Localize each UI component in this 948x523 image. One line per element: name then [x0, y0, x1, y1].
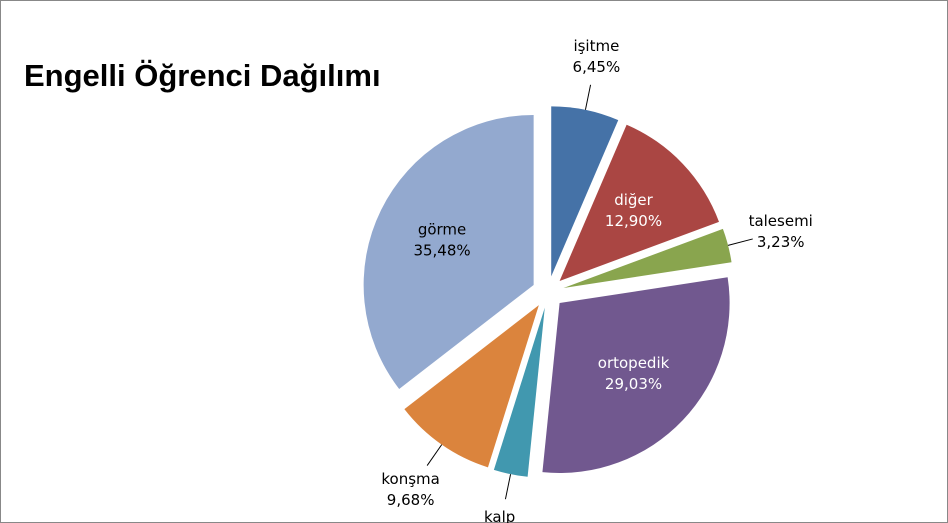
- leader-line: [504, 474, 512, 500]
- slice-value-label: 29,03%: [605, 375, 662, 393]
- slice-label: işitme: [573, 37, 619, 55]
- slice-value-label: 12,90%: [605, 212, 662, 230]
- chart-title: Engelli Öğrenci Dağılımı: [24, 58, 381, 93]
- slice-value-label: 6,45%: [573, 58, 621, 76]
- pie-slice: [542, 277, 730, 474]
- slice-label: talesemi: [749, 212, 813, 230]
- slice-value-label: 3,23%: [757, 233, 805, 251]
- slice-label: kalp: [484, 508, 515, 523]
- slice-value-label: 9,68%: [387, 491, 435, 509]
- leader-line: [584, 84, 592, 110]
- slice-label: diğer: [614, 191, 653, 209]
- pie-slice: [563, 228, 732, 288]
- leader-line: [727, 238, 753, 246]
- slice-label: konşma: [381, 470, 439, 488]
- pie-slice: [363, 114, 534, 389]
- slice-label: görme: [418, 221, 466, 239]
- pie-slice: [493, 307, 545, 477]
- leader-line: [426, 444, 443, 466]
- slice-value-label: 35,48%: [413, 242, 470, 260]
- pie-slice: [404, 305, 539, 468]
- slice-label: ortopedik: [598, 354, 670, 372]
- pie-slice: [559, 124, 719, 281]
- pie-slice: [551, 106, 619, 277]
